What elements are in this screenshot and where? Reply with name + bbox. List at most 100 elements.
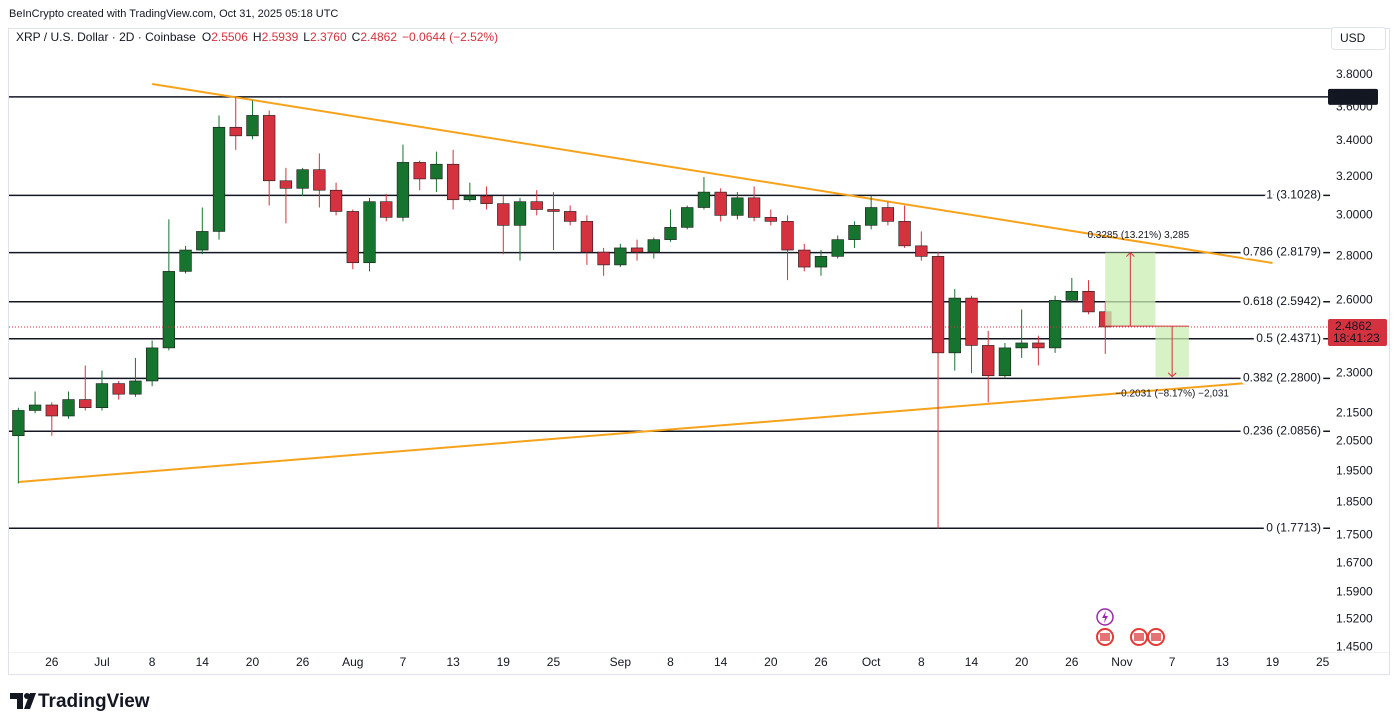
candle-body [714,191,727,216]
currency-button[interactable] [1331,27,1386,50]
candle-body [329,189,343,212]
x-tick-label: 7 [400,655,407,669]
x-tick-label: Aug [342,655,363,669]
currency[interactable]: USD [1340,31,1366,45]
candle-body [363,201,376,264]
y-tick-label: 2.8000 [1336,249,1373,263]
ohlc-key: O [202,30,211,44]
ohlc-key: H [253,30,262,44]
y-tick-label: 1.7500 [1336,528,1373,542]
candle-body [965,297,978,346]
y-tick-label: 1.4500 [1336,639,1373,653]
candle-body [246,115,259,137]
candle-body [45,404,58,417]
x-tick-label: 13 [446,655,460,669]
y-tick-label: 3.0000 [1336,208,1373,222]
y-tick-label: 1.5200 [1336,611,1373,625]
candle-body [513,201,527,226]
y-tick-label: 3.2000 [1336,169,1373,183]
x-tick-label: 26 [1065,655,1079,669]
logo-text: TradingView [38,691,150,712]
candle-body [112,383,125,395]
candle-body [630,247,644,253]
countdown: 18:41:23 [1333,331,1380,345]
attribution: BeInCrypto created with TradingView.com,… [9,8,338,20]
candle-body [731,197,744,216]
candle-body [998,347,1012,377]
candle-body [480,195,493,204]
y-tick-label: 2.1500 [1336,405,1373,419]
trendline [151,83,1273,264]
event-icons [1096,608,1165,646]
current-price-label: 2.4862 [1335,319,1372,333]
candle-body [982,345,995,377]
ohlc-value: 2.5939 [262,30,299,44]
ohlc-key: C [352,30,361,44]
y-tick-label: 2.3000 [1336,365,1373,379]
candle-body [380,201,393,218]
candle-body [781,221,794,251]
fib-level-label: 1 (3.1028) [1266,188,1321,202]
candle-body [915,245,928,257]
y-tick-label: 1.8500 [1336,495,1373,509]
ohlc-value: 2.3760 [310,30,347,44]
candle-body [1082,290,1095,313]
x-tick-label: 8 [149,655,156,669]
candle-body [95,383,109,409]
candle-body [497,203,510,226]
candle-body [263,115,276,182]
candle-body [162,271,176,349]
x-tick-label: 25 [547,655,561,669]
candle-body [931,256,945,354]
candle-body [898,221,911,247]
candle-body [463,195,476,201]
ohlc-value: 2.5506 [211,30,248,44]
y-tick-label: 2.6000 [1336,293,1373,307]
candle-body [446,163,460,201]
x-tick-label: 20 [246,655,260,669]
ohlc-value: 2.4862 [360,30,397,44]
x-tick-label: Jul [94,655,109,669]
x-tick-label: 14 [196,655,210,669]
candle-body [430,163,443,180]
x-tick-label: 14 [965,655,979,669]
x-tick-label: 13 [1216,655,1230,669]
x-tick-label: 26 [45,655,59,669]
candle-body [530,201,543,210]
candle-body [1048,300,1062,349]
candle-body [396,162,410,218]
candle-body [346,211,359,264]
fib-level-label: 0.618 (2.5942) [1243,294,1321,308]
candle-body [764,217,777,222]
logo-mark [24,693,36,709]
x-tick-label: 20 [764,655,778,669]
candle-body [547,209,560,212]
candle-body [79,399,92,409]
legend: XRP / U.S. Dollar · 2D · Coinbase O2.5506… [16,30,498,44]
panel-frame [8,28,1390,675]
flag [1134,633,1144,641]
y-tick-label: 1.6700 [1336,555,1373,569]
candle-body [681,207,694,228]
candle-body [196,231,209,251]
fib-level-label: 0.382 (2.2800) [1243,371,1321,385]
fib-level-label: 0.5 (2.4371) [1256,331,1321,345]
lightning [1102,611,1108,623]
fib-level-label: 0 (1.7713) [1266,520,1321,534]
candle-body [279,180,293,189]
candle-body [145,347,159,382]
candle-body [564,211,577,222]
flag [1100,633,1110,641]
candle-body [413,162,426,180]
candle-body [614,247,627,266]
candle-body [129,380,142,395]
y-tick-label: 1.9500 [1336,463,1373,477]
candle-body [12,410,25,437]
brand: TradingView [10,691,150,712]
measure-label: −0.2031 (−8.17%) −2,031 [1115,388,1229,399]
x-tick-label: 26 [814,655,828,669]
measure-arrowhead [1167,372,1177,378]
candle-body [647,239,660,253]
